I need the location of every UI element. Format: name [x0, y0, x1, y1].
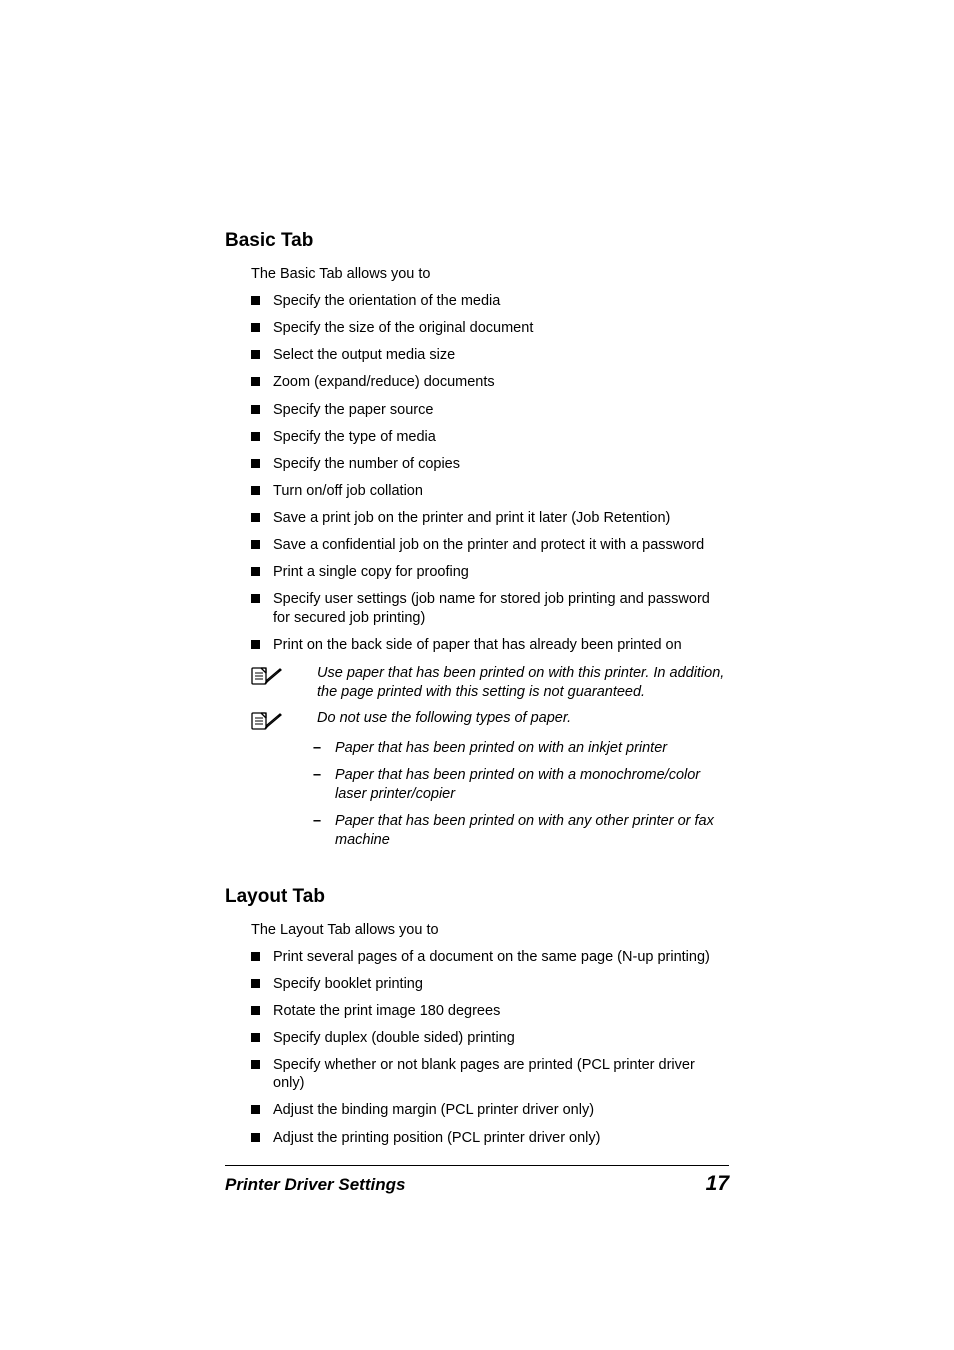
basic-tab-heading: Basic Tab: [225, 230, 729, 252]
note-block: Use paper that has been printed on with …: [251, 664, 729, 702]
list-item: Save a confidential job on the printer a…: [251, 536, 729, 554]
footer-page-number: 17: [706, 1172, 729, 1196]
page-footer: Printer Driver Settings 17: [225, 1172, 729, 1196]
basic-tab-bullet-list: Specify the orientation of the media Spe…: [251, 292, 729, 654]
list-item: Specify whether or not blank pages are p…: [251, 1056, 729, 1092]
note-text: Use paper that has been printed on with …: [317, 664, 729, 702]
list-item: Paper that has been printed on with an i…: [313, 739, 729, 758]
list-item: Print several pages of a document on the…: [251, 948, 729, 966]
list-item: Paper that has been printed on with a mo…: [313, 766, 729, 804]
footer-rule: [225, 1165, 729, 1166]
list-item: Specify the type of media: [251, 428, 729, 446]
list-item: Print on the back side of paper that has…: [251, 636, 729, 654]
footer-title: Printer Driver Settings: [225, 1175, 405, 1195]
layout-tab-heading: Layout Tab: [225, 886, 729, 908]
list-item: Adjust the printing position (PCL printe…: [251, 1129, 729, 1147]
list-item: Select the output media size: [251, 346, 729, 364]
note-text: Do not use the following types of paper.: [317, 709, 571, 728]
note-pencil-icon: [251, 711, 285, 731]
layout-tab-intro: The Layout Tab allows you to: [251, 922, 729, 938]
list-item: Specify the paper source: [251, 401, 729, 419]
list-item: Rotate the print image 180 degrees: [251, 1002, 729, 1020]
list-item: Specify the number of copies: [251, 455, 729, 473]
list-item: Specify the orientation of the media: [251, 292, 729, 310]
list-item: Zoom (expand/reduce) documents: [251, 373, 729, 391]
list-item: Specify duplex (double sided) printing: [251, 1029, 729, 1047]
list-item: Turn on/off job collation: [251, 482, 729, 500]
list-item: Specify user settings (job name for stor…: [251, 590, 729, 626]
dash-sublist: Paper that has been printed on with an i…: [313, 739, 729, 849]
list-item: Save a print job on the printer and prin…: [251, 509, 729, 527]
document-page: Basic Tab The Basic Tab allows you to Sp…: [0, 0, 954, 1350]
basic-tab-intro: The Basic Tab allows you to: [251, 266, 729, 282]
layout-tab-bullet-list: Print several pages of a document on the…: [251, 948, 729, 1147]
list-item: Specify booklet printing: [251, 975, 729, 993]
note-block: Do not use the following types of paper.: [251, 709, 729, 731]
list-item: Adjust the binding margin (PCL printer d…: [251, 1101, 729, 1119]
list-item: Specify the size of the original documen…: [251, 319, 729, 337]
note-pencil-icon: [251, 666, 285, 686]
list-item: Print a single copy for proofing: [251, 563, 729, 581]
list-item: Paper that has been printed on with any …: [313, 812, 729, 850]
